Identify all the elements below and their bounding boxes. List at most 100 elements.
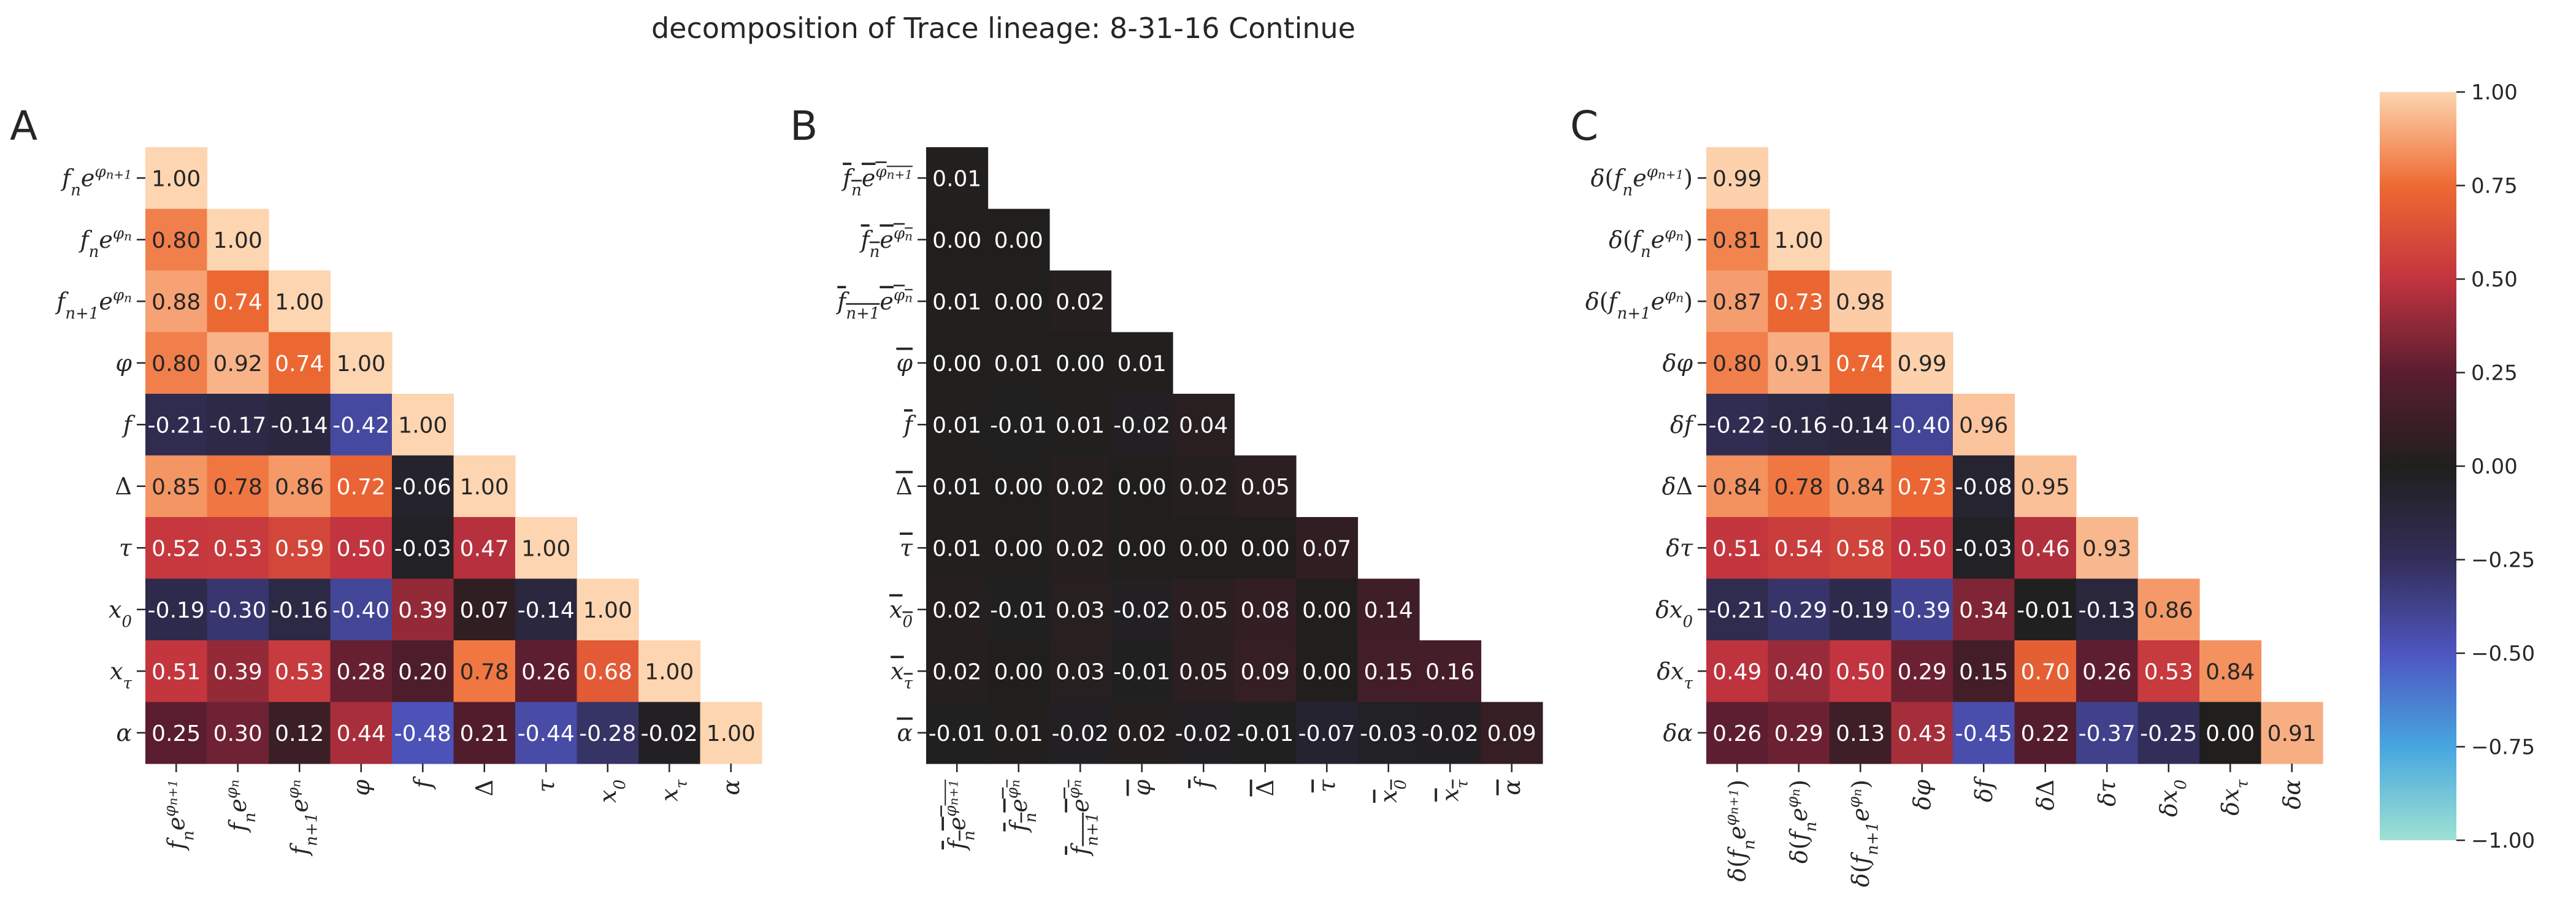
heatmap-cell [392, 578, 454, 641]
heatmap-cell [207, 209, 269, 271]
y-tick-label: fneφn [859, 224, 913, 261]
cell-value-label: 0.00 [1302, 659, 1351, 684]
cell-value-label: 0.92 [213, 351, 263, 377]
colorbar-tick-label: 0.50 [2471, 267, 2518, 292]
cell-value-label: 0.81 [1712, 228, 1761, 253]
cell-value-label: 0.05 [1241, 475, 1290, 500]
cell-value-label: -0.03 [1955, 536, 2012, 561]
heatmap-cell [926, 147, 989, 210]
cell-value-label: 0.00 [932, 228, 981, 253]
heatmap-cell [1891, 640, 1953, 703]
heatmap-cell [1706, 455, 1769, 518]
y-tick-label: δ(fneφn+1) [1591, 163, 1693, 199]
y-tick-label: δΔ [1662, 473, 1693, 500]
cell-value-label: 0.40 [1774, 659, 1823, 684]
heatmap-cell [987, 270, 1050, 333]
cell-value-label: 0.78 [1774, 475, 1823, 500]
cell-value-label: 0.04 [1179, 413, 1228, 438]
x-tick-label: fn+1eφn [284, 780, 321, 857]
heatmap-cell [638, 702, 701, 764]
heatmap-cell [1830, 332, 1892, 394]
cell-value-label: 0.86 [275, 475, 324, 500]
heatmap-cell [1768, 455, 1830, 518]
heatmap-cell [1173, 394, 1235, 456]
cell-value-label: -0.17 [209, 413, 266, 438]
cell-value-label: 0.25 [151, 721, 201, 746]
cell-value-label: 0.09 [1241, 659, 1290, 684]
heatmap-cell [330, 702, 393, 764]
y-tick-label: x0 [889, 596, 913, 631]
colorbar-tick-label: −1.00 [2471, 829, 2535, 853]
heatmap-cell [2076, 640, 2139, 703]
heatmap-cell [1891, 455, 1953, 518]
heatmap-cell [392, 640, 454, 703]
heatmap-cell [1706, 517, 1769, 580]
cell-value-label: -0.39 [1893, 598, 1950, 623]
y-tick-label: φ [115, 350, 132, 377]
colorbar-tick-label: −0.25 [2471, 548, 2535, 573]
cell-value-label: 0.01 [932, 413, 981, 438]
cell-value-label: 0.99 [1898, 351, 1947, 377]
cell-value-label: 0.01 [1117, 351, 1167, 377]
cell-value-label: 0.05 [1179, 598, 1228, 623]
heatmap-cell [1419, 640, 1482, 703]
x-tick-label: δα [2279, 780, 2306, 810]
heatmap-cell [145, 147, 208, 210]
heatmap-cell [1296, 702, 1359, 764]
heatmap-cell [2014, 578, 2077, 641]
heatmap-cell [987, 209, 1050, 271]
heatmap-cell [1706, 394, 1769, 456]
cell-value-label: 0.93 [2082, 536, 2131, 561]
cell-value-label: 0.03 [1056, 598, 1105, 623]
heatmap-cell [2076, 702, 2139, 764]
x-tick-label: x0 [594, 780, 629, 803]
colorbar-tick-label: 1.00 [2471, 80, 2518, 105]
cell-value-label: 0.01 [932, 475, 981, 500]
heatmap-cell [1234, 455, 1297, 518]
heatmap-cell [1830, 578, 1892, 641]
heatmap-cell [1830, 517, 1892, 580]
cell-value-label: 0.74 [1836, 351, 1885, 377]
cell-value-label: -0.02 [1113, 598, 1170, 623]
cell-value-label: -0.48 [394, 721, 451, 746]
cell-value-label: 0.73 [1898, 475, 1947, 500]
cell-value-label: 0.15 [1959, 659, 2008, 684]
cell-value-label: 0.15 [1364, 659, 1413, 684]
cell-value-label: -0.16 [1770, 413, 1827, 438]
heatmap-cell [987, 332, 1050, 394]
heatmap-cell [577, 702, 639, 764]
x-tick-label: δ(fneφn) [1784, 780, 1820, 864]
heatmap-cell [2076, 578, 2139, 641]
y-tick-label: fneφn [79, 224, 132, 261]
y-tick-label: α [897, 719, 913, 746]
heatmap-cell [638, 640, 701, 703]
cell-value-label: -0.14 [271, 413, 328, 438]
colorbar-tick-label: 0.00 [2471, 454, 2518, 479]
heatmap-cell [1953, 394, 2015, 456]
cell-value-label: -0.08 [1955, 475, 2012, 500]
heatmap-cell [1234, 640, 1297, 703]
heatmap-panel-b: B 0.01 0.00 0.00 0.01 0.00 0.02 0.00 0.01 0.00 0.0… [790, 102, 1543, 857]
cell-value-label: 0.00 [1179, 536, 1228, 561]
y-tick-label: δxτ [1657, 657, 1693, 692]
cell-value-label: 0.84 [1836, 475, 1885, 500]
x-tick-label: x0 [1375, 780, 1410, 803]
cell-value-label: 0.96 [1959, 413, 2008, 438]
heatmap-cell [2014, 517, 2077, 580]
cell-value-label: 0.01 [1056, 413, 1105, 438]
colorbar-tick-label: −0.50 [2471, 642, 2535, 666]
cell-value-label: 0.12 [275, 721, 324, 746]
cell-value-label: 1.00 [151, 166, 201, 191]
heatmap-panel-c: C 0.99 0.81 1.00 0.87 0.73 0.98 0.80 0.91 0.74 0.9… [1570, 102, 2323, 887]
heatmap-cell [1419, 702, 1482, 764]
heatmap-cell [1357, 640, 1420, 703]
cell-value-label: -0.01 [2017, 598, 2074, 623]
heatmap-cell [2014, 702, 2077, 764]
heatmap-cell [2014, 455, 2077, 518]
cell-value-label: -0.44 [518, 721, 575, 746]
heatmap-cell [1768, 640, 1830, 703]
heatmap-cell [1891, 517, 1953, 580]
heatmap-cell [269, 270, 331, 333]
cell-value-label: 0.54 [1774, 536, 1823, 561]
x-tick-label: δΔ [2032, 780, 2059, 810]
